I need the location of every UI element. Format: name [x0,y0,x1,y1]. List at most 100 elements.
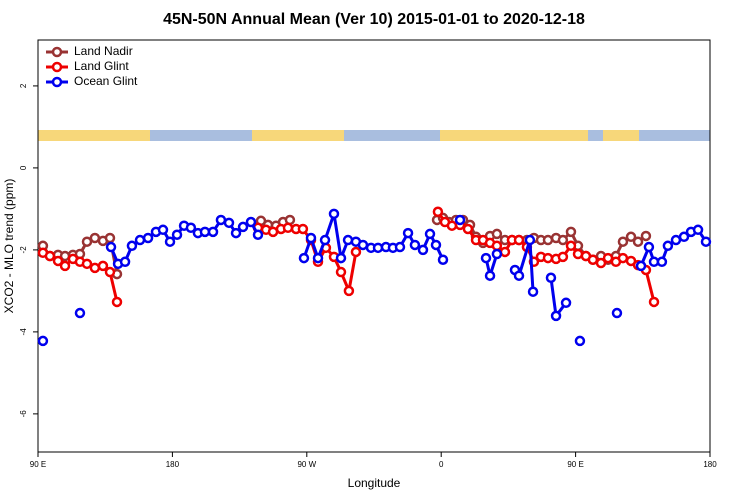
legend-label: Land Nadir [74,44,133,58]
point [484,270,496,281]
point [104,232,116,244]
point [574,335,586,347]
point [632,236,644,247]
x-tick-label: 90 W [297,460,316,469]
point [542,234,554,246]
point [119,256,131,268]
x-axis-label: Longitude [348,476,401,490]
point [587,254,599,265]
point [557,234,569,246]
point [97,260,109,272]
point [171,229,183,240]
point [215,214,227,226]
point [207,226,219,238]
y-tick-label: -4 [19,328,28,336]
point [402,227,414,239]
point [328,208,340,220]
point [542,252,554,264]
point [305,232,317,244]
point [59,260,71,272]
point [89,262,101,274]
point [252,229,264,240]
x-tick-label: 180 [703,460,717,469]
point [635,260,647,272]
point [245,216,257,228]
point [640,230,652,242]
chart-title: 45N-50N Annual Mean (Ver 10) 2015-01-01 … [163,11,585,28]
point [319,234,331,246]
point [282,222,294,234]
point [157,224,169,236]
point [678,231,690,243]
point [417,244,429,256]
point [648,296,660,308]
point [312,252,324,264]
y-tick-label: 2 [19,83,28,88]
point [446,220,458,231]
point [104,266,116,278]
y-tick-label: -2 [19,246,28,254]
point [335,266,347,278]
legend-label: Land Glint [74,59,129,73]
point [545,272,557,284]
point [185,222,197,234]
point [670,234,682,246]
point [237,221,249,233]
point [297,223,309,235]
point [81,258,93,270]
point [424,228,436,240]
point [491,248,503,260]
legend-marker [51,61,63,73]
point [89,232,101,244]
point [454,214,466,226]
point [499,246,511,258]
point [81,236,93,247]
x-tick-label: 180 [166,460,180,469]
point [662,240,674,252]
point [394,241,406,253]
point [111,296,123,308]
point [432,206,444,218]
point [611,307,623,319]
legend-marker [51,46,63,58]
point [298,252,310,264]
point [462,223,474,235]
point [430,239,442,251]
point [44,250,56,262]
point [105,241,117,253]
x-tick-label: 0 [439,460,444,469]
y-axis-label: XCO2 - MLO trend (ppm) [2,179,16,314]
point [164,236,176,247]
y-tick-label: -6 [19,410,28,418]
point [142,232,154,244]
point [656,256,668,268]
point [565,226,577,238]
point [557,251,569,263]
point [223,217,235,229]
point [335,252,347,264]
point [692,224,704,236]
point [524,234,536,246]
point [409,239,421,251]
legend-marker [51,76,63,88]
point [37,335,49,347]
point [437,254,449,265]
point [617,252,629,264]
point [602,252,614,264]
point [230,227,242,239]
point [560,297,572,309]
point [350,246,362,258]
point [625,231,637,243]
point [643,241,655,253]
point [199,226,211,238]
x-tick-label: 90 E [30,460,46,469]
point [565,240,577,252]
point [617,236,629,247]
point [491,228,503,240]
point [550,310,562,322]
point [134,234,146,246]
point [52,255,64,267]
y-tick-label: 0 [19,165,28,170]
x-tick-label: 90 E [567,460,583,469]
